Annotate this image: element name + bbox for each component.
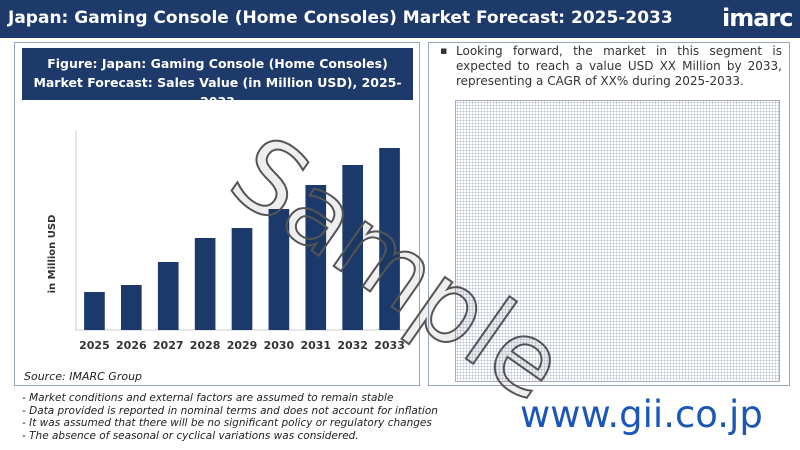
placeholder-box	[455, 100, 780, 382]
x-tick-label: 2027	[153, 339, 184, 352]
x-tick-label: 2029	[227, 339, 258, 352]
bar	[121, 285, 142, 330]
source: Source: IMARC Group	[24, 370, 143, 383]
chart-title: Figure: Japan: Gaming Console (Home Cons…	[22, 48, 413, 109]
website: www.gii.co.jp	[520, 393, 763, 436]
logo: imarc	[722, 4, 793, 32]
x-tick-label: 2030	[264, 339, 295, 352]
notes: - Market conditions and external factors…	[22, 392, 442, 442]
y-axis-label: in Million USD	[47, 215, 58, 294]
note: - Data provided is reported in nominal t…	[22, 404, 438, 417]
x-tick-label: 2032	[337, 339, 368, 352]
header-bar	[0, 0, 800, 38]
bar	[157, 262, 179, 330]
bar	[268, 209, 290, 330]
bar	[379, 148, 400, 330]
bar	[342, 165, 363, 330]
note: - Market conditions and external factors…	[22, 392, 394, 404]
bullet: ▪	[440, 44, 448, 57]
bar	[231, 228, 253, 330]
x-tick-label: 2031	[300, 339, 331, 352]
x-tick-label: 2028	[190, 339, 221, 352]
x-tick-label: 2025	[79, 339, 110, 352]
text-panel	[428, 42, 790, 386]
summary: Looking forward, the market in this segm…	[456, 44, 782, 88]
chart-panel	[14, 42, 420, 386]
x-tick-label: 2033	[374, 339, 405, 352]
page-title: Japan: Gaming Console (Home Consoles) Ma…	[8, 8, 673, 28]
note: - The absence of seasonal or cyclical va…	[22, 429, 359, 442]
bar	[84, 292, 105, 330]
bar	[305, 185, 327, 330]
chart: in Million USD 2025 2026 2027 2028 2029 2030 2…	[47, 130, 408, 352]
note: - It was assumed that there will be no s…	[22, 417, 432, 429]
x-tick-label: 2026	[116, 339, 147, 352]
bar	[194, 238, 216, 330]
